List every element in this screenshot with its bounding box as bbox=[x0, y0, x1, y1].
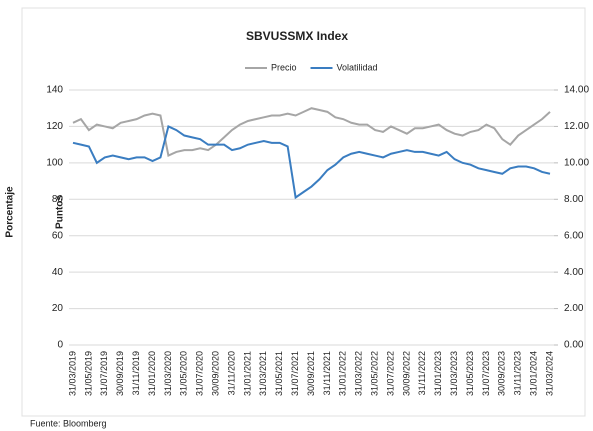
legend-label: Precio bbox=[271, 62, 297, 72]
series-line bbox=[72, 107, 551, 158]
x-tick-label: 31/03/2024 bbox=[544, 351, 554, 396]
series-line bbox=[72, 125, 551, 200]
x-tick-label: 31/11/2021 bbox=[322, 351, 332, 395]
y-tick-label: 40 bbox=[52, 267, 64, 278]
x-tick-label: 31/03/2020 bbox=[163, 351, 173, 396]
x-tick-label: 31/07/2019 bbox=[99, 351, 109, 396]
y-tick-label: 0 bbox=[57, 340, 63, 351]
x-tick-label: 31/03/2023 bbox=[449, 351, 459, 396]
y2-tick-label: 10.00 bbox=[564, 157, 589, 168]
x-tick-label: 30/09/2019 bbox=[115, 351, 125, 396]
x-tick-label: 31/05/2020 bbox=[179, 351, 189, 396]
x-tick-label: 31/03/2022 bbox=[354, 351, 364, 396]
x-tick-label: 30/09/2022 bbox=[401, 351, 411, 396]
source: Fuente: Bloomberg bbox=[30, 418, 107, 428]
y2-tick-label: 8.00 bbox=[564, 194, 584, 205]
x-tick-label: 31/05/2021 bbox=[274, 351, 284, 396]
y2-tick-label: 6.00 bbox=[564, 230, 584, 241]
y2-tick-label: 0.00 bbox=[564, 340, 584, 351]
x-tick-label: 31/01/2020 bbox=[147, 351, 157, 396]
chart-title: SBVUSSMX Index bbox=[246, 29, 348, 43]
x-tick-label: 31/01/2022 bbox=[338, 351, 348, 396]
x-tick-label: 31/01/2021 bbox=[242, 351, 252, 396]
x-tick-label: 31/11/2019 bbox=[131, 351, 141, 395]
y2-tick-label: 2.00 bbox=[564, 303, 584, 314]
x-tick-label: 31/01/2024 bbox=[528, 351, 538, 396]
x-tick-label: 31/07/2021 bbox=[290, 351, 300, 396]
y-tick-label: 100 bbox=[46, 157, 63, 168]
x-tick-label: 30/09/2021 bbox=[306, 351, 316, 396]
x-tick-label: 31/11/2020 bbox=[226, 351, 236, 395]
x-tick-label: 30/09/2023 bbox=[497, 351, 507, 396]
x-tick-label: 31/07/2023 bbox=[481, 351, 491, 396]
x-tick-label: 31/03/2021 bbox=[258, 351, 268, 396]
x-tick-label: 31/07/2022 bbox=[385, 351, 395, 396]
y-axis-label: Puntos bbox=[55, 195, 66, 229]
x-tick-label: 31/11/2022 bbox=[417, 351, 427, 395]
legend-label: Volatilidad bbox=[337, 62, 378, 72]
y-tick-label: 60 bbox=[52, 230, 64, 241]
y-tick-label: 120 bbox=[46, 121, 63, 132]
x-tick-label: 31/05/2023 bbox=[465, 351, 475, 396]
x-tick-label: 31/03/2019 bbox=[67, 351, 77, 396]
y-tick-label: 20 bbox=[52, 303, 64, 314]
x-tick-label: 31/07/2020 bbox=[195, 351, 205, 396]
x-tick-label: 31/11/2023 bbox=[513, 351, 523, 395]
y2-tick-label: 12.00 bbox=[564, 121, 589, 132]
x-tick-label: 30/09/2020 bbox=[210, 351, 220, 396]
x-tick-label: 31/05/2019 bbox=[83, 351, 93, 396]
y-tick-label: 80 bbox=[52, 194, 64, 205]
x-tick-label: 31/01/2023 bbox=[433, 351, 443, 396]
y2-axis-label: Porcentaje bbox=[5, 186, 16, 238]
y2-tick-label: 14.00 bbox=[564, 85, 589, 96]
y2-tick-label: 4.00 bbox=[564, 267, 584, 278]
chart-frame bbox=[21, 7, 586, 417]
x-tick-label: 31/05/2022 bbox=[369, 351, 379, 396]
y-tick-label: 140 bbox=[46, 85, 63, 96]
